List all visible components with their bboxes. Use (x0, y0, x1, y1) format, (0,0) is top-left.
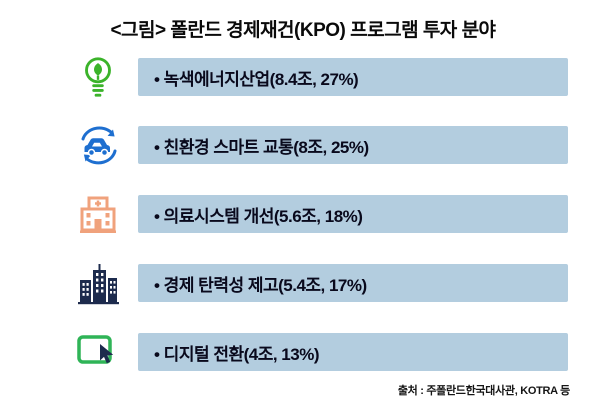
investment-rows: • 녹색에너지산업(8.4조, 27%) • 친환경 스마트 교통(8조, 25… (0, 46, 606, 376)
page-title: <그림> 폴란드 경제재건(KPO) 프로그램 투자 분야 (110, 20, 496, 41)
investment-bar: • 녹색에너지산업(8.4조, 27%) (138, 58, 568, 96)
table-row: • 녹색에너지산업(8.4조, 27%) (58, 54, 568, 100)
investment-bar: • 친환경 스마트 교통(8조, 25%) (138, 126, 568, 164)
source-note: 출처 : 주폴란드한국대사관, KOTRA 등 (397, 385, 570, 397)
investment-bar: • 경제 탄력성 제고(5.4조, 17%) (138, 264, 568, 302)
investment-label: • 녹색에너지산업(8.4조, 27%) (154, 69, 359, 89)
table-row: • 의료시스템 개선(5.6조, 18%) (58, 190, 568, 238)
table-row: • 디지털 전환(4조, 13%) (58, 328, 568, 376)
table-row: • 경제 탄력성 제고(5.4조, 17%) (58, 259, 568, 307)
city-buildings-icon (58, 259, 138, 307)
tablet-touch-icon (58, 328, 138, 376)
hospital-icon (58, 190, 138, 238)
green-energy-bulb-icon (58, 54, 138, 100)
investment-label: • 디지털 전환(4조, 13%) (154, 344, 320, 364)
investment-bar: • 디지털 전환(4조, 13%) (138, 333, 568, 371)
eco-smart-transport-icon (58, 121, 138, 169)
investment-label: • 의료시스템 개선(5.6조, 18%) (154, 206, 363, 226)
table-row: • 친환경 스마트 교통(8조, 25%) (58, 121, 568, 169)
investment-bar: • 의료시스템 개선(5.6조, 18%) (138, 195, 568, 233)
investment-label: • 친환경 스마트 교통(8조, 25%) (154, 137, 369, 157)
investment-label: • 경제 탄력성 제고(5.4조, 17%) (154, 275, 367, 295)
